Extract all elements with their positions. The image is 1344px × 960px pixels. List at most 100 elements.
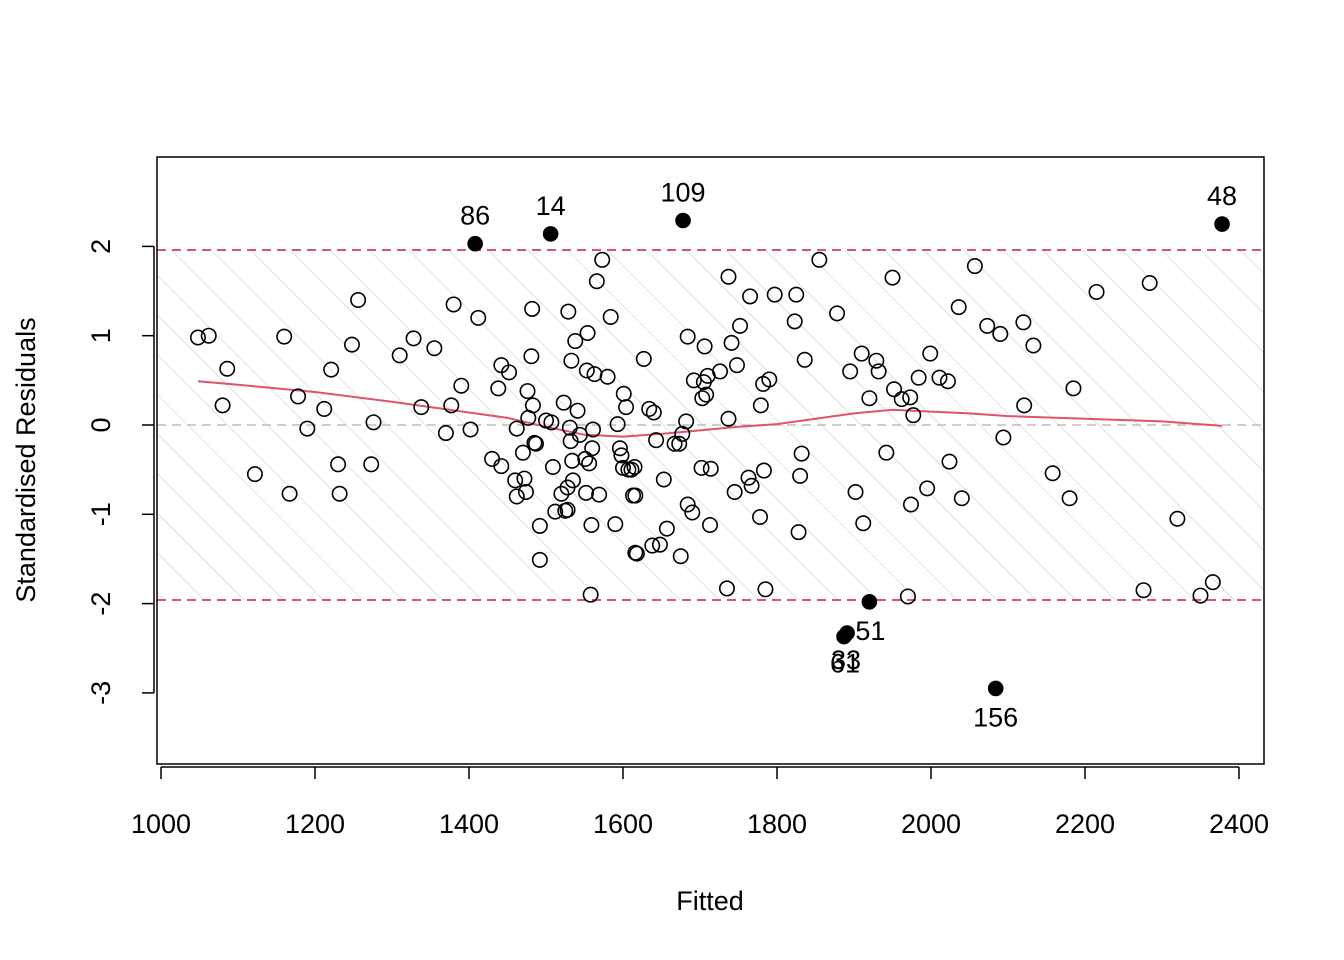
data-point — [524, 397, 541, 414]
data-point — [720, 410, 737, 427]
data-point — [788, 286, 805, 303]
data-point — [582, 586, 599, 603]
data-point — [641, 400, 658, 417]
data-point — [527, 435, 544, 452]
data-point — [792, 467, 809, 484]
data-point — [524, 300, 541, 317]
data-point — [299, 420, 316, 437]
data-point — [578, 362, 595, 379]
data-point — [766, 286, 783, 303]
data-point — [671, 435, 688, 452]
data-point — [966, 258, 983, 275]
data-point — [519, 383, 536, 400]
data-point — [508, 488, 525, 505]
data-point — [246, 466, 263, 483]
x-tick-label: 1400 — [439, 809, 499, 839]
data-point — [514, 444, 531, 461]
data-point — [613, 447, 630, 464]
outlier-label: 109 — [661, 178, 706, 208]
data-point — [547, 503, 564, 520]
data-point — [413, 399, 430, 416]
data-point — [1135, 582, 1152, 599]
data-point — [919, 480, 936, 497]
outlier-point — [987, 680, 1004, 697]
data-point — [1044, 465, 1061, 482]
data-point — [1192, 587, 1209, 604]
data-point — [350, 291, 367, 308]
x-tick-label: 2000 — [901, 809, 961, 839]
data-point — [648, 432, 665, 449]
data-point — [702, 517, 719, 534]
data-point — [847, 483, 864, 500]
data-point — [569, 402, 586, 419]
data-point — [628, 545, 645, 562]
data-point — [559, 501, 576, 518]
x-tick-label: 1600 — [593, 809, 653, 839]
outlier-point — [675, 212, 691, 229]
x-tick-label: 2400 — [1209, 809, 1269, 839]
smooth-curve — [197, 380, 1223, 438]
data-point — [679, 496, 696, 513]
data-point — [786, 313, 803, 330]
reference-lines — [157, 248, 1264, 602]
data-point — [755, 462, 772, 479]
data-point — [588, 273, 605, 290]
y-axis-title: Standardised Residuals — [11, 317, 41, 602]
data-point — [343, 336, 360, 353]
outlier-label: 14 — [536, 191, 566, 221]
y-axis: -3 -2 -1 0 1 2 — [86, 239, 155, 705]
data-point — [219, 360, 236, 377]
data-point — [696, 338, 713, 355]
data-point — [544, 458, 561, 475]
data-point — [878, 444, 895, 461]
data-point — [644, 537, 661, 554]
data-point — [793, 445, 810, 462]
data-point — [567, 333, 584, 350]
data-point — [1025, 337, 1042, 354]
data-point — [796, 351, 813, 368]
data-point — [740, 469, 757, 486]
data-point — [607, 516, 624, 533]
data-point — [726, 483, 743, 500]
data-point — [893, 391, 910, 408]
outlier-point — [861, 594, 878, 610]
data-point — [493, 458, 510, 475]
data-point — [645, 404, 662, 421]
data-point — [743, 477, 760, 494]
data-point — [678, 413, 695, 430]
y-tick-label: -2 — [86, 592, 116, 616]
x-tick-label: 1000 — [131, 809, 191, 839]
data-point — [584, 421, 601, 438]
data-point — [720, 268, 737, 285]
data-point — [886, 381, 903, 398]
data-point — [672, 548, 689, 565]
data-point — [543, 414, 560, 431]
data-point — [470, 309, 487, 326]
data-point — [609, 416, 626, 433]
data-point — [939, 373, 956, 390]
data-point — [453, 377, 470, 394]
data-point — [742, 288, 759, 305]
data-point — [508, 420, 525, 437]
data-point — [564, 472, 581, 489]
data-point — [555, 394, 572, 411]
data-point — [618, 399, 635, 416]
data-point — [363, 456, 380, 473]
data-point — [950, 299, 967, 316]
data-point — [623, 461, 640, 478]
data-point — [579, 325, 596, 342]
outlier-point — [1214, 216, 1230, 232]
data-point — [602, 308, 619, 325]
data-point — [979, 317, 996, 334]
x-tick-label: 1200 — [285, 809, 345, 839]
data-point — [517, 483, 534, 500]
data-point — [560, 303, 577, 320]
data-point — [870, 363, 887, 380]
x-axis-title: Fitted — [676, 886, 744, 916]
data-point — [331, 485, 348, 502]
data-point — [405, 330, 422, 347]
data-point — [1088, 283, 1105, 300]
data-point — [723, 334, 740, 351]
data-point — [365, 414, 382, 431]
